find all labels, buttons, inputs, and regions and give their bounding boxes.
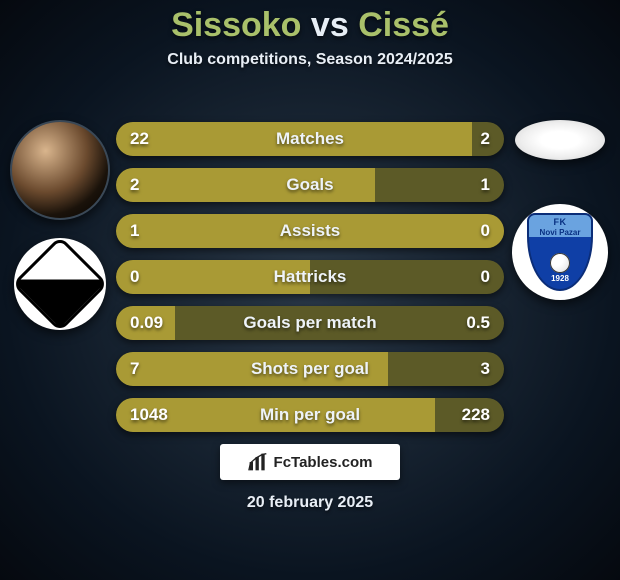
branding-text: FcTables.com: [274, 454, 373, 471]
stat-row: 7Shots per goal3: [116, 352, 504, 386]
branding-badge: FcTables.com: [220, 444, 400, 480]
football-icon: [550, 253, 570, 273]
player1-club-crest: [14, 238, 106, 330]
player2-avatar: [515, 120, 605, 160]
stat-row: 1Assists0: [116, 214, 504, 248]
right-column: FK Novi Pazar 1928: [505, 120, 615, 300]
stat-label: Goals per match: [116, 306, 504, 340]
barchart-icon: [248, 452, 268, 472]
left-column: [5, 120, 115, 330]
stat-label: Hattricks: [116, 260, 504, 294]
player1-avatar: [10, 120, 110, 220]
stat-row: 22Matches2: [116, 122, 504, 156]
player2-club-crest: FK Novi Pazar 1928: [512, 204, 608, 300]
stat-row: 1048Min per goal228: [116, 398, 504, 432]
stat-value-right: 3: [481, 352, 490, 386]
stat-value-right: 228: [462, 398, 490, 432]
stat-row: 0Hattricks0: [116, 260, 504, 294]
vs-label: vs: [311, 6, 349, 44]
stats-rows: 22Matches22Goals11Assists00Hattricks00.0…: [116, 122, 504, 432]
page-title: Sissoko vs Cissé: [0, 0, 620, 45]
stat-label: Shots per goal: [116, 352, 504, 386]
cukaricki-crest-icon: [12, 236, 108, 332]
stat-label: Assists: [116, 214, 504, 248]
shield-top-text: FK: [529, 217, 591, 227]
player2-name: Cissé: [358, 6, 449, 44]
stat-value-right: 1: [481, 168, 490, 202]
stat-row: 2Goals1: [116, 168, 504, 202]
date-label: 20 february 2025: [0, 494, 620, 512]
shield-year-text: 1928: [529, 274, 591, 283]
stat-label: Min per goal: [116, 398, 504, 432]
stat-value-right: 0: [481, 260, 490, 294]
subtitle: Club competitions, Season 2024/2025: [0, 51, 620, 69]
comparison-card: Sissoko vs Cissé Club competitions, Seas…: [0, 0, 620, 580]
stat-label: Goals: [116, 168, 504, 202]
stat-value-right: 0: [481, 214, 490, 248]
shield-name-text: Novi Pazar: [529, 228, 591, 237]
novi-pazar-crest-icon: FK Novi Pazar 1928: [527, 213, 593, 291]
stat-label: Matches: [116, 122, 504, 156]
stat-value-right: 0.5: [466, 306, 490, 340]
stat-row: 0.09Goals per match0.5: [116, 306, 504, 340]
player1-name: Sissoko: [171, 6, 301, 44]
stat-value-right: 2: [481, 122, 490, 156]
